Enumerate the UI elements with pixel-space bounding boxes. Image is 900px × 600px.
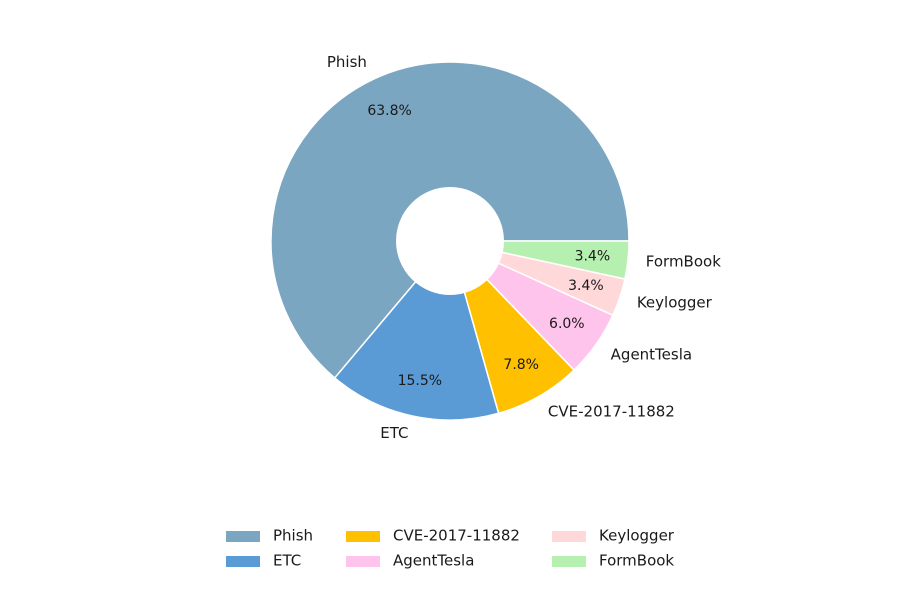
slice-label-agenttesla: AgentTesla [611, 345, 692, 363]
legend-label-cve-2017-11882: CVE-2017-11882 [393, 527, 520, 545]
legend-swatch-agenttesla [346, 556, 380, 567]
slice-label-keylogger: Keylogger [637, 294, 713, 312]
legend-label-etc: ETC [273, 552, 301, 570]
percent-label-etc: 15.5% [398, 373, 442, 389]
percent-label-formbook: 3.4% [575, 248, 611, 264]
percent-label-keylogger: 3.4% [568, 278, 604, 294]
legend-item-phish: Phish [226, 527, 313, 545]
donut-hole [396, 187, 504, 295]
legend: Phish ETC CVE-2017-11882 AgentTesla Keylogge… [226, 527, 675, 570]
legend-label-phish: Phish [273, 527, 313, 545]
legend-swatch-phish [226, 531, 260, 542]
slice-label-etc: ETC [380, 424, 408, 442]
legend-item-formbook: FormBook [552, 552, 674, 570]
slice-label-formbook: FormBook [646, 253, 721, 271]
legend-label-keylogger: Keylogger [599, 527, 675, 545]
percent-labels: 63.8% 15.5% 7.8% 6.0% 3.4% 3.4% [367, 103, 610, 389]
slice-labels: Phish ETC CVE-2017-11882 AgentTesla Keylogge… [327, 53, 721, 442]
percent-label-agenttesla: 6.0% [549, 316, 585, 332]
legend-item-agenttesla: AgentTesla [346, 552, 474, 570]
slice-label-cve-2017-11882: CVE-2017-11882 [548, 402, 675, 420]
percent-label-cve-2017-11882: 7.8% [503, 357, 539, 373]
slice-label-phish: Phish [327, 53, 367, 71]
legend-swatch-cve-2017-11882 [346, 531, 380, 542]
percent-label-phish: 63.8% [367, 103, 411, 119]
legend-item-etc: ETC [226, 552, 301, 570]
legend-item-keylogger: Keylogger [552, 527, 675, 545]
legend-label-formbook: FormBook [599, 552, 674, 570]
legend-label-agenttesla: AgentTesla [393, 552, 474, 570]
legend-item-cve-2017-11882: CVE-2017-11882 [346, 527, 520, 545]
legend-swatch-formbook [552, 556, 586, 567]
legend-swatch-etc [226, 556, 260, 567]
legend-swatch-keylogger [552, 531, 586, 542]
